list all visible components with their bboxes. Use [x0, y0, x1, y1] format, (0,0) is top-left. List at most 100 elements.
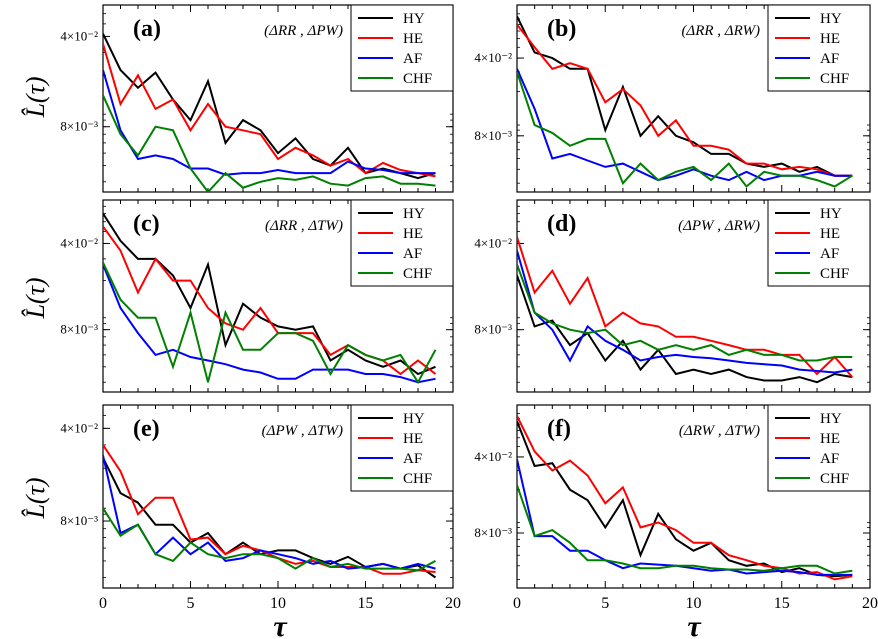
- panel-e-ytick-label: 4×10⁻²: [60, 420, 98, 435]
- panel-f-series-group: [517, 415, 853, 581]
- panel-a-series-he: [103, 43, 436, 178]
- panel-f-legend-label-chf: CHF: [820, 471, 849, 487]
- panel-f-legend-label-hy: HY: [820, 411, 842, 427]
- panel-b-legend: HY HE AF CHF: [767, 4, 871, 92]
- panel-b-ytick-label: 4×10⁻²: [474, 50, 512, 65]
- panel-f-ytick-label: 4×10⁻²: [474, 449, 512, 464]
- panel-a-legend-box: [350, 4, 454, 92]
- panel-e-legend-box: [350, 404, 454, 492]
- panels-layer: 4×10⁻²8×10⁻³(a) (ΔRR , ΔPW)HYHEAFCHF4×10⁻…: [60, 4, 878, 612]
- panel-f-xtick-label: 20: [862, 595, 878, 612]
- panel-c-legend-label-he: HE: [403, 226, 423, 242]
- y-axis-label-top: L̂(τ): [21, 76, 50, 118]
- panel-e-pair-label: (ΔPW , ΔTW): [262, 423, 343, 439]
- panel-d-series-group: [517, 236, 854, 384]
- panel-d-legend-label-af: AF: [820, 246, 839, 262]
- panel-c-series-group: [103, 212, 437, 385]
- panel-e-legend: HY HE AF CHF: [350, 404, 454, 492]
- panel-d-legend-label-he: HE: [820, 226, 840, 242]
- panel-d-series-hy: [517, 275, 853, 384]
- x-axis-label-left: τ: [273, 610, 288, 639]
- panel-d-legend-box: [767, 199, 871, 287]
- panel-e-xtick-label: 20: [445, 595, 461, 612]
- panel-a-ytick-label: 4×10⁻²: [60, 28, 98, 43]
- panel-e-xtick-label: 5: [187, 595, 195, 612]
- panel-c-series-af: [103, 264, 436, 384]
- panel-b-series-chf: [517, 71, 853, 188]
- panel-f-legend-label-he: HE: [820, 431, 840, 447]
- x-axis-label-right: τ: [687, 610, 702, 639]
- panel-d-series-he: [517, 236, 854, 378]
- panel-f-pair-label: (ΔRW , ΔTW): [679, 423, 760, 439]
- panel-d-series-af: [517, 250, 853, 374]
- panel-f-xtick-label: 10: [686, 595, 702, 612]
- panel-d-legend-label-chf: CHF: [820, 266, 849, 282]
- panel-f-ytick-label: 8×10⁻³: [474, 525, 512, 540]
- panel-d: 4×10⁻² 8×10⁻³ (d) (ΔPW , ΔRW) HY HE AF CHF: [474, 199, 871, 393]
- panel-f-legend: HY HE AF CHF: [767, 404, 871, 492]
- panel-a-legend-label-hy: HY: [403, 11, 425, 27]
- panel-b-label: (b): [547, 16, 576, 42]
- panel-e-legend-label-chf: CHF: [403, 471, 432, 487]
- panel-a-legend-label-chf: CHF: [403, 71, 432, 87]
- panel-b-pair-label: (ΔRR , ΔRW): [681, 23, 760, 39]
- panel-b-series-he: [517, 23, 853, 177]
- panel-e-legend-label-hy: HY: [403, 411, 425, 427]
- panel-a-ytick-label: 8×10⁻³: [60, 119, 98, 134]
- panel-f-label: (f): [547, 416, 571, 442]
- panel-e-series-af: [103, 455, 436, 570]
- panel-f-series-af: [517, 459, 853, 576]
- panel-f-xtick-label: 15: [774, 595, 790, 612]
- panel-c-pair-label: (ΔRR , ΔTW): [265, 218, 343, 234]
- panel-a-series-chf: [103, 94, 436, 192]
- panel-d-legend: HY HE AF CHF: [767, 199, 871, 287]
- panel-c-legend-label-af: AF: [403, 246, 422, 262]
- panel-f-legend-label-af: AF: [820, 451, 839, 467]
- panel-a-series-group: [103, 33, 436, 192]
- panel-d-label: (d): [547, 211, 576, 237]
- panel-b-series-group: [517, 15, 853, 188]
- panel-e-legend-label-he: HE: [403, 431, 423, 447]
- panel-d-legend-label-hy: HY: [820, 206, 842, 222]
- panel-e-series-chf: [103, 507, 436, 572]
- panel-b-legend-label-hy: HY: [820, 11, 842, 27]
- panel-f-xtick-label: 5: [601, 595, 609, 612]
- panel-f-series-chf: [517, 484, 853, 575]
- panel-f-series-hy: [517, 420, 853, 578]
- panel-b-series-hy: [517, 15, 853, 177]
- panel-e: 0 5 10 15 20 4×10⁻² 8×10⁻³ (e) (ΔPW , ΔTW) HY HE AF…: [60, 404, 461, 612]
- panel-e-ytick-label: 8×10⁻³: [60, 513, 98, 528]
- panel-e-xtick-label: 0: [99, 595, 107, 612]
- panel-f-xtick-label: 0: [513, 595, 521, 612]
- panel-b-legend-label-af: AF: [820, 51, 839, 67]
- panel-c-ytick-label: 4×10⁻²: [60, 235, 98, 250]
- panel-b-legend-box: [767, 4, 871, 92]
- panel-e-series-group: [103, 444, 437, 579]
- panel-b: 4×10⁻² 8×10⁻³ (b) (ΔRR , ΔRW) HY HE AF CHF: [474, 4, 871, 193]
- panel-e-legend-label-af: AF: [403, 451, 422, 467]
- panel-d-pair-label: (ΔPW , ΔRW): [678, 218, 760, 234]
- panel-e-series-he: [103, 444, 436, 575]
- panel-a-pair-label: (ΔRR , ΔPW): [264, 23, 343, 39]
- panel-c-ytick-label: 8×10⁻³: [60, 322, 98, 337]
- y-axis-label-bottom: L̂(τ): [21, 477, 50, 519]
- panel-a-legend: HY HE AF CHF: [350, 4, 454, 92]
- panel-f: 0 5 10 15 20 4×10⁻² 8×10⁻³ (f) (ΔRW , ΔTW) HY HE AF…: [474, 404, 878, 612]
- panel-d-ytick-label: 8×10⁻³: [474, 322, 512, 337]
- panel-e-xtick-label: 10: [270, 595, 286, 612]
- panel-c-label: (c): [133, 211, 160, 237]
- panel-c-legend: HY HE AF CHF: [350, 199, 454, 287]
- panel-c: 4×10⁻² 8×10⁻³ (c) (ΔRR , ΔTW) HY HE AF CHF: [60, 199, 454, 393]
- panel-e-xtick-label: 15: [358, 595, 374, 612]
- panel-c-legend-label-chf: CHF: [403, 266, 432, 282]
- panel-a-legend-label-he: HE: [403, 31, 423, 47]
- panel-a-legend-label-af: AF: [403, 51, 422, 67]
- panel-b-legend-label-he: HE: [820, 31, 840, 47]
- panel-d-ytick-label: 4×10⁻²: [474, 235, 512, 250]
- panel-c-legend-label-hy: HY: [403, 206, 425, 222]
- panel-a-series-af: [103, 69, 436, 176]
- panel-b-ytick-label: 8×10⁻³: [474, 128, 512, 143]
- panel-c-series-chf: [103, 262, 437, 385]
- panel-a-label: (a): [133, 16, 161, 42]
